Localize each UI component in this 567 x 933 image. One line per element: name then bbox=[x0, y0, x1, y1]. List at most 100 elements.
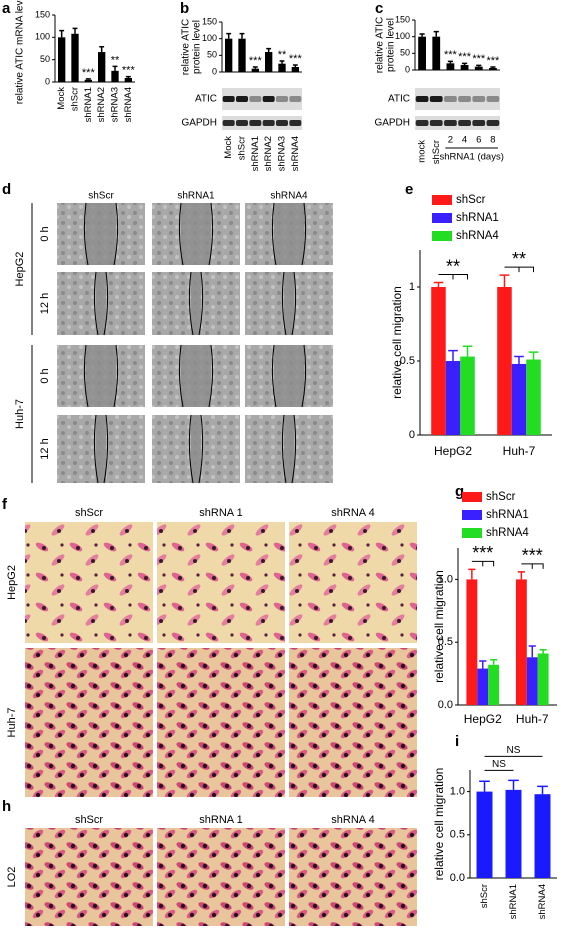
significance-label: ** bbox=[278, 49, 287, 61]
wound-gap bbox=[284, 415, 294, 483]
blot-band bbox=[222, 96, 235, 102]
x-tick-label: HepG2 bbox=[434, 444, 472, 458]
bar bbox=[291, 67, 299, 72]
y-axis-label: relative ATIC bbox=[375, 17, 386, 74]
group-label: shRNA1 (days) bbox=[439, 152, 503, 163]
y-tick-label: 150 bbox=[395, 14, 410, 24]
blot-band bbox=[429, 96, 443, 102]
x-tick-label: shRNA1 bbox=[508, 884, 519, 919]
column-header: shScr bbox=[88, 191, 114, 202]
x-tick-label: 8 bbox=[490, 135, 495, 146]
error-bar bbox=[479, 780, 490, 792]
y-tick-label: 50 bbox=[207, 50, 217, 60]
error-bar bbox=[528, 645, 536, 658]
micrograph bbox=[289, 522, 417, 643]
legend-swatch bbox=[462, 492, 482, 502]
wound-edge bbox=[281, 414, 297, 484]
wound-gap bbox=[96, 415, 106, 483]
panel-letter: a bbox=[2, 0, 11, 17]
y-tick-label: 0.0 bbox=[450, 872, 465, 884]
blot-label: ATIC bbox=[195, 94, 217, 105]
y-tick-label: 1 bbox=[409, 281, 415, 293]
significance-label: ** bbox=[446, 256, 460, 276]
micrograph bbox=[157, 828, 285, 926]
bar bbox=[537, 653, 549, 705]
bar bbox=[58, 37, 66, 82]
y-tick-label: 1.0 bbox=[438, 573, 453, 585]
y-tick-label: 0.5 bbox=[438, 636, 453, 648]
y-tick-label: 0 bbox=[45, 76, 50, 86]
error-bar bbox=[419, 33, 425, 37]
y-tick-label: 100 bbox=[395, 31, 410, 41]
wound-edge bbox=[83, 344, 119, 408]
wound-gap bbox=[86, 203, 116, 265]
blot-band bbox=[486, 120, 500, 126]
bar bbox=[488, 664, 500, 705]
error-bar bbox=[514, 355, 524, 364]
x-tick-label: shRNA1 bbox=[250, 136, 261, 171]
micrograph bbox=[289, 828, 417, 926]
column-header: shRNA 4 bbox=[331, 507, 374, 519]
bracket bbox=[438, 274, 469, 280]
micrograph bbox=[157, 522, 285, 643]
error-bar bbox=[508, 779, 519, 790]
error-bar bbox=[499, 274, 510, 287]
y-tick-label: 150 bbox=[35, 9, 50, 19]
significance-label: *** bbox=[444, 49, 458, 61]
wound-gap bbox=[191, 272, 201, 335]
x-tick-label: shRNA3 bbox=[110, 87, 121, 122]
micrograph bbox=[25, 648, 153, 797]
panel-letter: e bbox=[405, 181, 413, 198]
bar bbox=[124, 77, 132, 82]
bar bbox=[265, 52, 273, 72]
error-bar bbox=[517, 571, 525, 580]
bar bbox=[511, 363, 527, 435]
x-tick-label: mock bbox=[417, 140, 428, 163]
row-label: HepG2 bbox=[6, 565, 18, 600]
x-tick-label: shRNA2 bbox=[263, 136, 274, 171]
group-label: Huh-7 bbox=[14, 399, 26, 429]
blot-strip bbox=[415, 116, 500, 130]
wound-gap bbox=[284, 272, 294, 335]
bar bbox=[84, 79, 92, 82]
blot-band bbox=[486, 96, 500, 102]
x-tick-label: shRNA2 bbox=[96, 87, 107, 122]
error-bar bbox=[239, 32, 245, 39]
wound-gap bbox=[191, 415, 201, 483]
bar bbox=[98, 52, 106, 82]
legend-label: shRNA4 bbox=[456, 230, 499, 242]
x-tick-label: shScr bbox=[479, 884, 490, 908]
y-tick-label: 0.0 bbox=[438, 699, 453, 711]
error-bar bbox=[125, 75, 131, 78]
legend-label: shScr bbox=[486, 491, 516, 503]
error-bar bbox=[266, 47, 272, 52]
wound-edge bbox=[178, 344, 214, 408]
panel-letter: d bbox=[2, 181, 11, 198]
y-axis-label: relative ATIC mRNA level bbox=[15, 0, 26, 104]
bar bbox=[477, 668, 489, 705]
blot-band bbox=[458, 120, 471, 126]
wound-edge bbox=[271, 202, 307, 266]
x-tick-label: shRNA4 bbox=[123, 87, 134, 122]
significance-label: ** bbox=[512, 249, 526, 269]
bar bbox=[505, 789, 522, 878]
blot-band bbox=[429, 120, 443, 126]
legend-label: shRNA1 bbox=[486, 509, 529, 521]
legend-label: shRNA4 bbox=[486, 527, 529, 539]
significance-label: *** bbox=[472, 53, 486, 65]
panel-letter: g bbox=[455, 483, 464, 500]
error-bar bbox=[279, 60, 285, 64]
significance-label: *** bbox=[249, 55, 263, 67]
bracket bbox=[504, 266, 535, 273]
error-bar bbox=[226, 32, 232, 39]
significance-label: *** bbox=[522, 546, 543, 566]
bar bbox=[111, 70, 119, 82]
x-tick-label: 4 bbox=[462, 135, 467, 146]
bar bbox=[71, 33, 79, 82]
row-label: 0 h bbox=[39, 368, 51, 383]
bar bbox=[445, 361, 461, 435]
bar bbox=[460, 65, 469, 70]
row-label: LO2 bbox=[6, 867, 18, 888]
column-header: shRNA4 bbox=[270, 191, 308, 202]
blot-strip bbox=[222, 88, 302, 110]
